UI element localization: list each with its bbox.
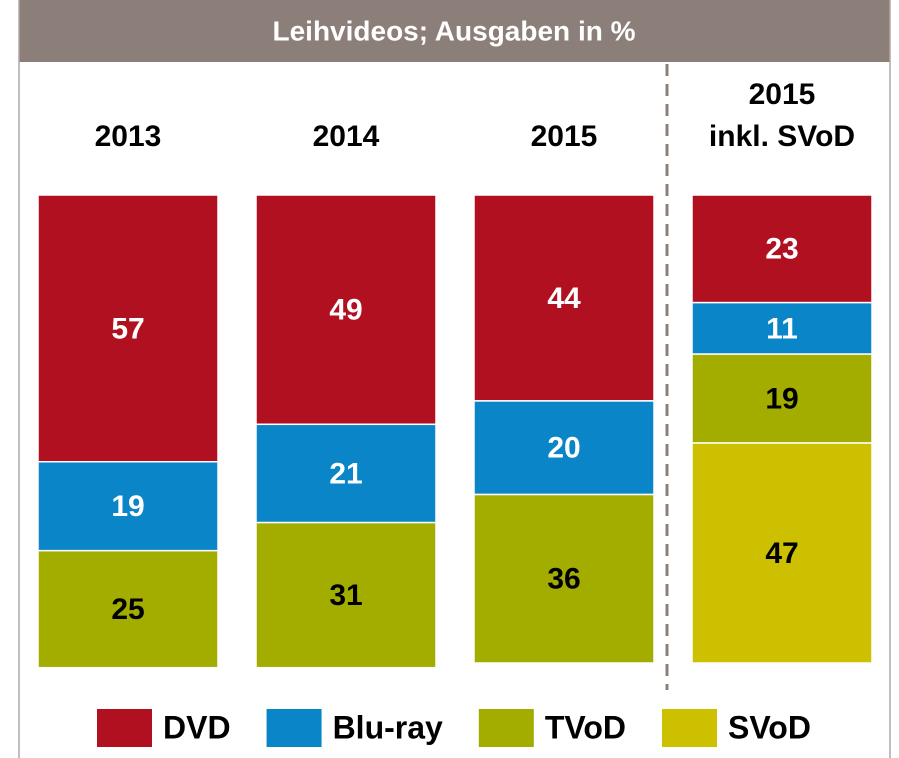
legend-swatch (661, 709, 717, 747)
category-label: 2015 (530, 120, 598, 153)
value-label: 31 (329, 579, 362, 612)
bar-segment (473, 493, 655, 664)
legend-swatch (97, 709, 152, 747)
bar-segment (37, 194, 219, 463)
value-label: 19 (765, 383, 798, 416)
value-label: 25 (111, 593, 144, 626)
legend-label: Blu-ray (333, 709, 443, 745)
bar-segment (691, 301, 873, 355)
value-label: 47 (765, 537, 798, 570)
bar-segment (473, 194, 655, 402)
legend-label: DVD (163, 709, 231, 745)
value-label: 23 (765, 233, 798, 266)
value-label: 21 (329, 457, 362, 490)
bar-segment (255, 194, 437, 426)
category-label: 2014 (312, 120, 380, 153)
bar-segment (691, 442, 873, 664)
bar-segment (691, 194, 873, 304)
value-label: 57 (111, 312, 144, 345)
legend-swatch (266, 709, 322, 747)
legend-swatch (478, 709, 534, 747)
bar-segment (255, 423, 437, 524)
category-label: 2013 (94, 120, 162, 153)
category-label: 2015 inkl. SVoD (708, 78, 856, 153)
value-label: 20 (547, 432, 580, 465)
bar-segment (691, 353, 873, 444)
value-label: 44 (547, 282, 581, 315)
legend-label: TVoD (545, 709, 626, 745)
value-label: 19 (111, 490, 144, 523)
legend-label: SVoD (728, 709, 811, 745)
value-label: 36 (547, 563, 580, 596)
header-band (19, 0, 890, 62)
value-label: 49 (329, 294, 362, 327)
bar-segment (37, 549, 219, 669)
bar-segment (255, 521, 437, 669)
value-label: 11 (766, 312, 798, 345)
chart-title: Leihvideos; Ausgaben in % (272, 15, 635, 46)
